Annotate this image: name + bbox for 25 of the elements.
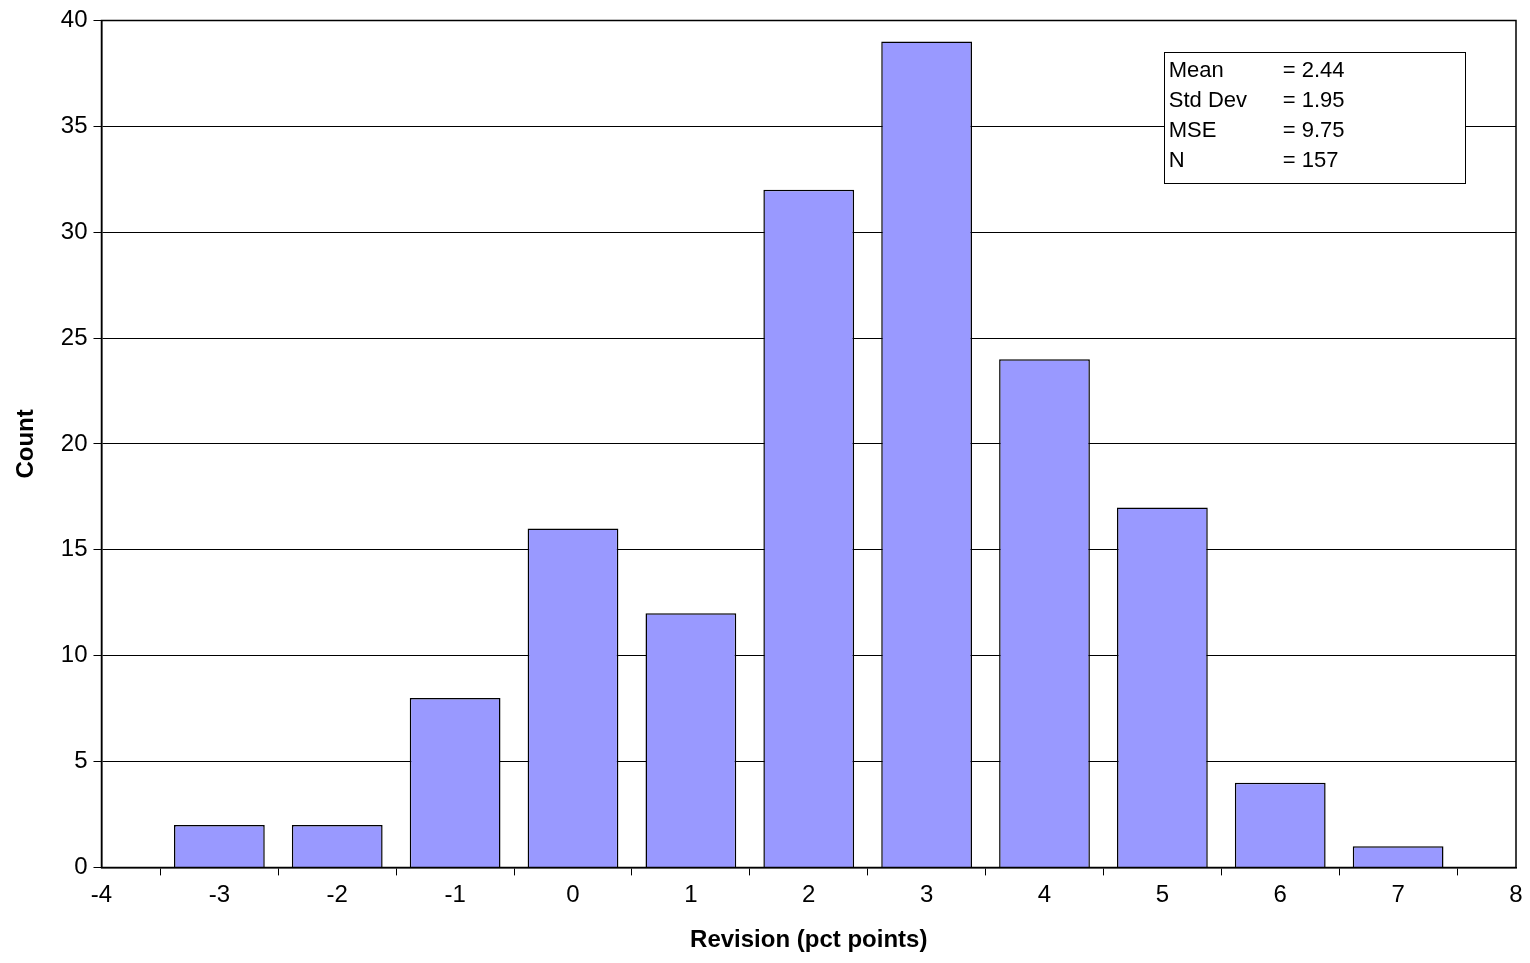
x-tick-label: 1 — [684, 880, 698, 908]
x-tick-label: 6 — [1273, 880, 1287, 908]
y-tick-label: 0 — [74, 852, 88, 880]
y-tick-label: 35 — [60, 110, 88, 138]
x-tick-label: 4 — [1037, 880, 1052, 908]
x-tick-label: 0 — [566, 880, 580, 908]
y-tick-label: 40 — [60, 5, 88, 33]
stats-box: Mean = 2.44 Std Dev = 1.95 MSE = 9.75 N = 157 — [1163, 52, 1466, 185]
y-tick-label: 20 — [60, 428, 88, 456]
x-tick-label: 5 — [1155, 880, 1170, 908]
x-tick-label: 3 — [919, 880, 934, 908]
y-tick-label: 25 — [60, 322, 88, 350]
y-tick-label: 30 — [60, 216, 88, 244]
x-tick-label: 7 — [1391, 880, 1405, 908]
y-tick-label: 10 — [60, 640, 88, 668]
x-tick-label: -4 — [90, 880, 113, 908]
y-tick-label: 5 — [74, 746, 88, 774]
y-axis-title: Count — [11, 409, 39, 479]
x-tick-label: -3 — [208, 880, 231, 908]
x-tick-label: 2 — [802, 880, 816, 908]
y-tick-label: 15 — [60, 534, 88, 562]
x-axis-title: Revision (pct points) — [690, 925, 928, 953]
x-tick-label: -2 — [326, 880, 348, 908]
x-tick-label: 8 — [1509, 880, 1523, 908]
x-tick-label: -1 — [444, 880, 466, 908]
